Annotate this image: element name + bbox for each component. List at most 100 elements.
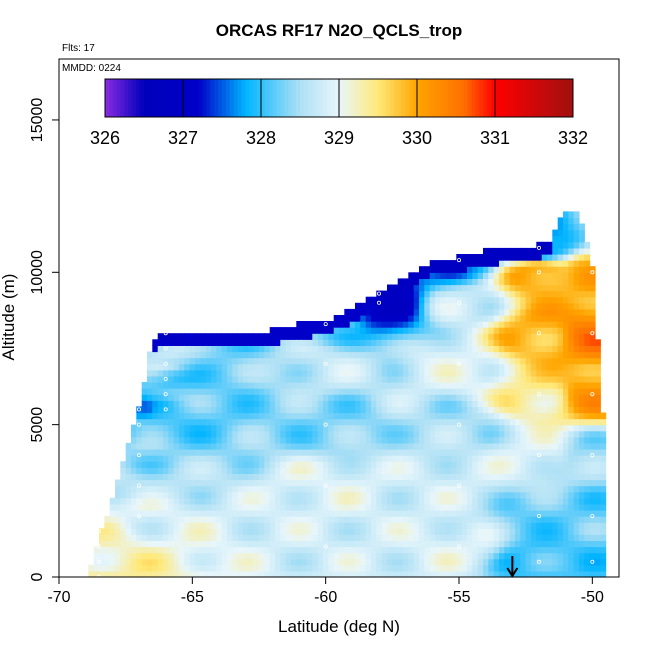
heatmap-cell [307,485,313,493]
heatmap-cell [413,333,420,340]
heatmap-cell [477,540,484,548]
heatmap-cell [493,254,500,261]
heatmap-cell [152,497,159,505]
heatmap-cell [456,394,463,401]
heatmap-cell [275,418,281,426]
heatmap-cell [317,449,324,456]
heatmap-cell [515,357,521,365]
colorbar-strip [331,79,336,117]
heatmap-cell [568,241,575,249]
heatmap-cell [557,528,564,535]
heatmap-cell [451,455,457,462]
heatmap-cell [291,412,297,420]
heatmap-cell [339,418,345,426]
heatmap-cell [525,247,532,255]
heatmap-cell [211,418,217,426]
heatmap-cell [152,418,159,426]
heatmap-cell [328,558,335,566]
heatmap-cell [264,540,271,548]
heatmap-cell [227,546,233,554]
heatmap-cell [408,290,415,298]
heatmap-cell [461,296,468,304]
heatmap-cell [168,363,175,371]
heatmap-cell [573,473,580,481]
heatmap-cell [568,485,575,493]
heatmap-cell [515,570,521,578]
heatmap-cell [531,540,537,548]
heatmap-cell [365,522,372,529]
heatmap-cell [312,461,319,468]
heatmap-cell [451,552,457,560]
heatmap-cell [488,284,495,292]
heatmap-cell [429,418,436,426]
heatmap-cell [371,503,377,511]
heatmap-cell [355,436,361,444]
heatmap-cell [264,394,271,401]
heatmap-cell [237,357,244,365]
heatmap-cell [563,211,569,219]
heatmap-cell [301,461,308,468]
heatmap-cell [381,333,388,340]
heatmap-cell [408,467,415,474]
heatmap-cell [456,491,463,499]
heatmap-cell [429,516,436,523]
heatmap-cell [312,552,319,560]
heatmap-cell [584,552,591,560]
heatmap-cell [323,485,329,493]
heatmap-cell [339,327,345,334]
heatmap-cell [573,235,580,243]
heatmap-cell [301,497,308,505]
heatmap-cell [349,485,356,493]
heatmap-cell [301,485,308,493]
heatmap-cell [301,522,308,529]
heatmap-cell [419,564,425,572]
heatmap-cell [429,333,436,340]
heatmap-cell [280,327,287,334]
heatmap-cell [541,418,548,426]
heatmap-cell [419,321,425,328]
heatmap-cell [291,345,297,353]
heatmap-cell [317,564,324,572]
heatmap-cell [200,400,207,407]
colorbar-strip [222,79,227,117]
heatmap-cell [317,388,324,395]
heatmap-cell [595,485,601,493]
heatmap-cell [429,436,436,444]
heatmap-cell [515,302,521,310]
heatmap-cell [344,430,351,438]
heatmap-cell [365,479,372,487]
heatmap-cell [371,296,377,304]
heatmap-cell [531,522,537,529]
heatmap-cell [579,272,585,279]
heatmap-cell [344,418,351,426]
heatmap-cell [563,485,569,493]
heatmap-cell [600,558,607,566]
observation-point [590,559,595,564]
heatmap-cell [429,497,436,505]
heatmap-cell [397,442,404,450]
heatmap-cell [381,479,388,487]
heatmap-cell [173,424,180,432]
heatmap-cell [397,296,404,304]
heatmap-cell [365,412,372,420]
heatmap-cell [173,418,180,426]
heatmap-cell [259,418,265,426]
heatmap-cell [477,522,484,529]
heatmap-cell [515,418,521,426]
heatmap-cell [589,296,596,304]
heatmap-cell [168,552,175,560]
heatmap-cell [525,345,532,353]
heatmap-cell [397,333,404,340]
heatmap-cell [184,436,191,444]
heatmap-cell [360,430,367,438]
heatmap-cell [413,528,420,535]
heatmap-cell [152,436,159,444]
heatmap-cell [515,247,521,255]
heatmap-cell [419,388,425,395]
heatmap-cell [541,528,548,535]
heatmap-cell [429,412,436,420]
heatmap-cell [221,418,228,426]
heatmap-cell [200,339,207,346]
heatmap-cell [301,363,308,371]
heatmap-cell [568,558,575,566]
